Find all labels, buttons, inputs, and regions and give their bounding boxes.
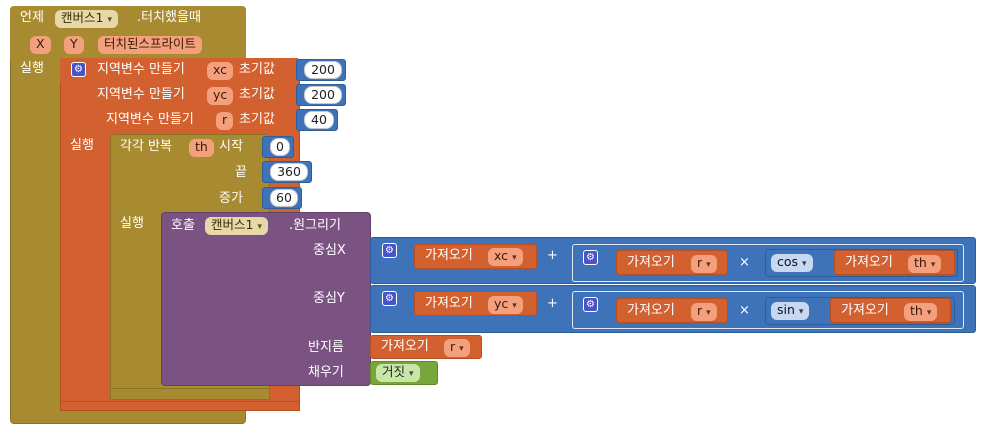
local-variable-header-row1 [60, 58, 298, 83]
for-range-loop-tail [110, 388, 270, 400]
local-variable-header-row2 [85, 82, 298, 107]
getter-dropdown-th-y[interactable]: th ▾ [904, 303, 938, 321]
trig-func-sin: sin [777, 302, 795, 317]
chevron-down-icon: ▾ [257, 222, 262, 232]
loop-step-label: 증가 [219, 191, 243, 206]
local-var-name-r[interactable]: r [216, 112, 234, 130]
trig-dropdown-sin[interactable]: sin ▾ [771, 302, 810, 320]
getter-var-th-y: th [910, 303, 923, 318]
loop-start-label: 시작 [219, 139, 243, 154]
getter-dropdown-r-x[interactable]: r ▾ [691, 255, 717, 273]
local-label-2: 지역변수 만들기 [97, 87, 185, 102]
local-var-name-xc[interactable]: xc [207, 62, 234, 80]
times-operator-x: × [739, 255, 750, 270]
getter-label-r-y: 가져오기 [627, 303, 675, 318]
local-do-label: 실행 [70, 138, 94, 153]
getter-label-yc: 가져오기 [425, 296, 473, 311]
getter-label-radius: 가져오기 [381, 339, 429, 354]
trig-func-cos: cos [777, 254, 799, 269]
chevron-down-icon: ▾ [706, 260, 711, 270]
getter-var-r-y: r [697, 303, 703, 318]
loop-end-label: 끝 [235, 165, 247, 180]
getter-dropdown-radius[interactable]: r ▾ [444, 339, 470, 357]
number-field-step[interactable]: 60 [270, 189, 298, 207]
call-draw-circle-block[interactable] [161, 212, 371, 386]
logic-value: 거짓 [382, 364, 406, 379]
getter-dropdown-r-y[interactable]: r ▾ [691, 303, 717, 321]
fill-label: 채우기 [308, 365, 344, 380]
getter-var-yc: yc [494, 296, 509, 311]
logic-dropdown[interactable]: 거짓 ▾ [376, 364, 420, 382]
getter-var-r-x: r [697, 255, 703, 270]
getter-label-xc: 가져오기 [425, 248, 473, 263]
add-mutator-gear-icon[interactable]: ⚙ [382, 291, 397, 306]
chevron-down-icon: ▾ [926, 308, 932, 318]
loop-label: 각각 반복 [120, 139, 172, 154]
plus-operator-x: + [547, 248, 558, 263]
mutator-gear-icon[interactable]: ⚙ [71, 62, 86, 77]
call-method-name: .원그리기 [289, 218, 341, 233]
local-init-label-2: 초기값 [239, 87, 275, 102]
chevron-down-icon: ▾ [512, 253, 517, 263]
radius-label: 반지름 [308, 340, 344, 355]
chevron-down-icon: ▾ [107, 15, 112, 25]
chevron-down-icon: ▾ [512, 301, 517, 311]
call-component-label: 캔버스1 [211, 217, 254, 232]
chevron-down-icon: ▾ [706, 308, 711, 318]
call-label: 호출 [171, 218, 195, 233]
number-field-start[interactable]: 0 [270, 138, 290, 156]
number-field-yc[interactable]: 200 [304, 86, 342, 104]
event-param-y[interactable]: Y [64, 36, 84, 54]
getter-var-xc: xc [494, 248, 509, 263]
event-param-x[interactable]: X [30, 36, 51, 54]
chevron-down-icon: ▾ [798, 307, 804, 317]
center-x-label: 중심X [313, 243, 346, 258]
getter-var-th-x: th [914, 255, 927, 270]
event-component-dropdown[interactable]: 캔버스1 ▾ [55, 10, 118, 28]
getter-var-radius: r [450, 339, 456, 354]
call-component-dropdown[interactable]: 캔버스1 ▾ [205, 217, 268, 235]
chevron-down-icon: ▾ [930, 260, 936, 270]
chevron-down-icon: ▾ [802, 259, 807, 269]
local-init-label-3: 초기값 [239, 112, 275, 127]
getter-dropdown-th-x[interactable]: th ▾ [908, 255, 942, 273]
getter-label-th-x: 가져오기 [845, 255, 893, 270]
event-name: .터치했을때 [137, 10, 201, 25]
center-y-label: 중심Y [313, 291, 345, 306]
event-param-sprite[interactable]: 터치된스프라이트 [98, 36, 203, 54]
multiply-mutator-gear-icon[interactable]: ⚙ [583, 250, 598, 265]
local-variable-tail [60, 401, 300, 411]
local-init-label-1: 초기값 [239, 62, 275, 77]
add-mutator-gear-icon[interactable]: ⚙ [382, 243, 397, 258]
number-field-r[interactable]: 40 [304, 111, 334, 129]
getter-dropdown-xc[interactable]: xc ▾ [488, 248, 523, 266]
times-operator-y: × [739, 303, 750, 318]
local-variable-header-row3 [85, 107, 298, 132]
number-field-end[interactable]: 360 [270, 163, 308, 181]
trig-dropdown-cos[interactable]: cos ▾ [771, 254, 813, 272]
local-label-1: 지역변수 만들기 [97, 62, 185, 77]
loop-var-th[interactable]: th [189, 139, 214, 157]
local-label-3: 지역변수 만들기 [106, 112, 194, 127]
loop-do-label: 실행 [120, 216, 144, 231]
getter-dropdown-yc[interactable]: yc ▾ [488, 296, 523, 314]
event-keyword: 언제 [20, 10, 44, 25]
event-component-label: 캔버스1 [61, 10, 104, 25]
event-do-label: 실행 [20, 61, 44, 76]
multiply-mutator-gear-icon[interactable]: ⚙ [583, 297, 598, 312]
plus-operator-y: + [547, 296, 558, 311]
getter-label-r-x: 가져오기 [627, 255, 675, 270]
number-field-xc[interactable]: 200 [304, 61, 342, 79]
chevron-down-icon: ▾ [459, 344, 464, 354]
chevron-down-icon: ▾ [409, 369, 414, 379]
local-var-name-yc[interactable]: yc [207, 87, 234, 105]
getter-label-th-y: 가져오기 [841, 303, 889, 318]
